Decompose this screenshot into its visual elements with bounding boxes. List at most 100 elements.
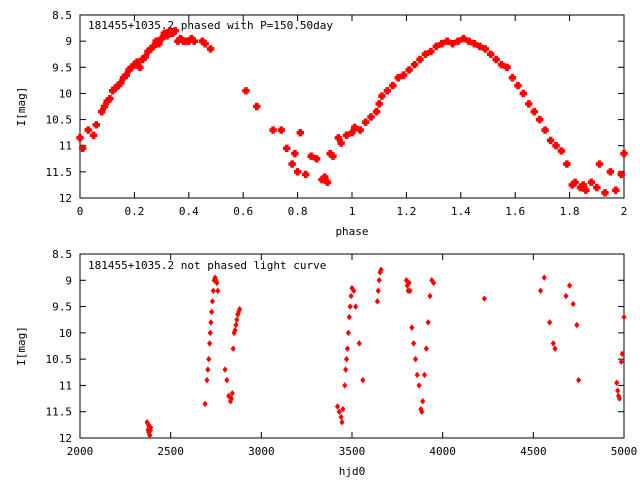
- data-point: [288, 160, 296, 168]
- data-point: [541, 274, 547, 281]
- y-tick-label: 10.5: [46, 353, 73, 366]
- data-point: [487, 50, 495, 58]
- y-tick-label: 8.5: [52, 248, 72, 261]
- y-tick-label: 11.5: [46, 166, 73, 179]
- data-point: [236, 305, 243, 313]
- data-point: [427, 47, 435, 56]
- data-point: [228, 395, 235, 402]
- data-point: [100, 102, 109, 111]
- data-point: [348, 128, 356, 137]
- data-point: [122, 71, 130, 79]
- data-point: [378, 92, 386, 100]
- data-point: [296, 128, 305, 137]
- data-point: [421, 50, 430, 58]
- data-point: [336, 408, 342, 415]
- data-point: [389, 81, 397, 90]
- data-point: [207, 329, 213, 337]
- data-point: [117, 79, 125, 87]
- data-point: [606, 168, 615, 176]
- data-point: [567, 282, 573, 289]
- x-tick-label: 2500: [157, 445, 184, 458]
- y-tick-label: 10: [59, 327, 72, 340]
- data-point: [347, 303, 353, 310]
- data-point: [209, 298, 215, 305]
- y-axis-title: I[mag]: [15, 87, 28, 127]
- data-point: [416, 382, 422, 389]
- data-point: [394, 74, 402, 82]
- y-tick-label: 11.5: [46, 406, 73, 419]
- data-point: [571, 178, 579, 187]
- data-point: [492, 55, 500, 64]
- data-point: [342, 382, 348, 389]
- data-point: [576, 376, 582, 384]
- plot-frame: [79, 253, 625, 439]
- y-tick-label: 10.5: [46, 114, 73, 127]
- data-point: [329, 152, 337, 160]
- y-tick-label: 10: [59, 87, 72, 100]
- data-point: [431, 279, 437, 287]
- data-point: [92, 121, 101, 129]
- data-point: [340, 405, 346, 413]
- data-point: [411, 340, 417, 347]
- data-point: [620, 149, 628, 158]
- y-tick-label: 9.5: [52, 301, 72, 314]
- data-point: [406, 279, 412, 287]
- x-tick-label: 1.4: [451, 205, 471, 218]
- data-point: [367, 113, 375, 121]
- x-tick-label: 4000: [429, 445, 456, 458]
- data-point: [338, 413, 344, 421]
- data-point: [383, 87, 392, 95]
- data-point: [103, 97, 111, 105]
- data-point: [202, 400, 208, 408]
- data-point: [535, 115, 544, 124]
- x-tick-label: 4500: [520, 445, 547, 458]
- data-series: [144, 266, 627, 439]
- data-point: [376, 277, 382, 284]
- data-point: [612, 186, 620, 194]
- data-point: [595, 160, 604, 168]
- data-point: [541, 126, 549, 134]
- data-point: [448, 40, 457, 48]
- data-point: [438, 40, 446, 48]
- chart-panel-1: 0 0.2 0.4 0.6 0.8 1 1.2 1.4 1.6 1.8 2 8.5 9 9.5 10 10.5…: [15, 9, 628, 238]
- data-point: [232, 326, 238, 334]
- data-point: [141, 53, 149, 61]
- data-point: [224, 376, 230, 384]
- data-point: [147, 432, 153, 439]
- data-point: [149, 42, 158, 51]
- data-point: [419, 408, 425, 415]
- data-point: [546, 136, 555, 145]
- data-point: [119, 74, 128, 82]
- data-series: [76, 26, 628, 197]
- data-point: [378, 266, 384, 274]
- data-point: [361, 118, 370, 126]
- x-tick-label: 1.6: [505, 205, 525, 218]
- data-point: [547, 319, 553, 326]
- data-point: [587, 178, 596, 187]
- data-point: [552, 345, 558, 352]
- data-point: [570, 300, 576, 308]
- data-point: [233, 321, 239, 329]
- data-point: [519, 89, 528, 98]
- data-point: [283, 144, 291, 153]
- data-point: [593, 183, 601, 192]
- chart-panel-2: 2000 2500 3000 3500 4000 4500 5000 8.5 9 9.5 10 10.…: [15, 248, 637, 478]
- data-point: [205, 366, 211, 373]
- data-point: [405, 66, 413, 74]
- y-axis-title: I[mag]: [15, 326, 28, 366]
- data-point: [403, 277, 409, 284]
- data-point: [114, 81, 122, 90]
- data-point: [207, 340, 213, 347]
- data-point: [334, 134, 343, 142]
- data-point: [206, 355, 212, 363]
- data-point: [416, 55, 424, 64]
- data-point: [618, 358, 624, 366]
- data-point: [414, 371, 420, 379]
- data-point: [374, 298, 380, 305]
- data-point: [230, 345, 236, 352]
- data-point: [525, 100, 533, 108]
- chart-title: 181455+1035.2 phased with P=150.50day: [88, 19, 333, 32]
- data-point: [351, 287, 357, 295]
- data-point: [337, 139, 345, 147]
- x-tick-label: 5000: [611, 445, 638, 458]
